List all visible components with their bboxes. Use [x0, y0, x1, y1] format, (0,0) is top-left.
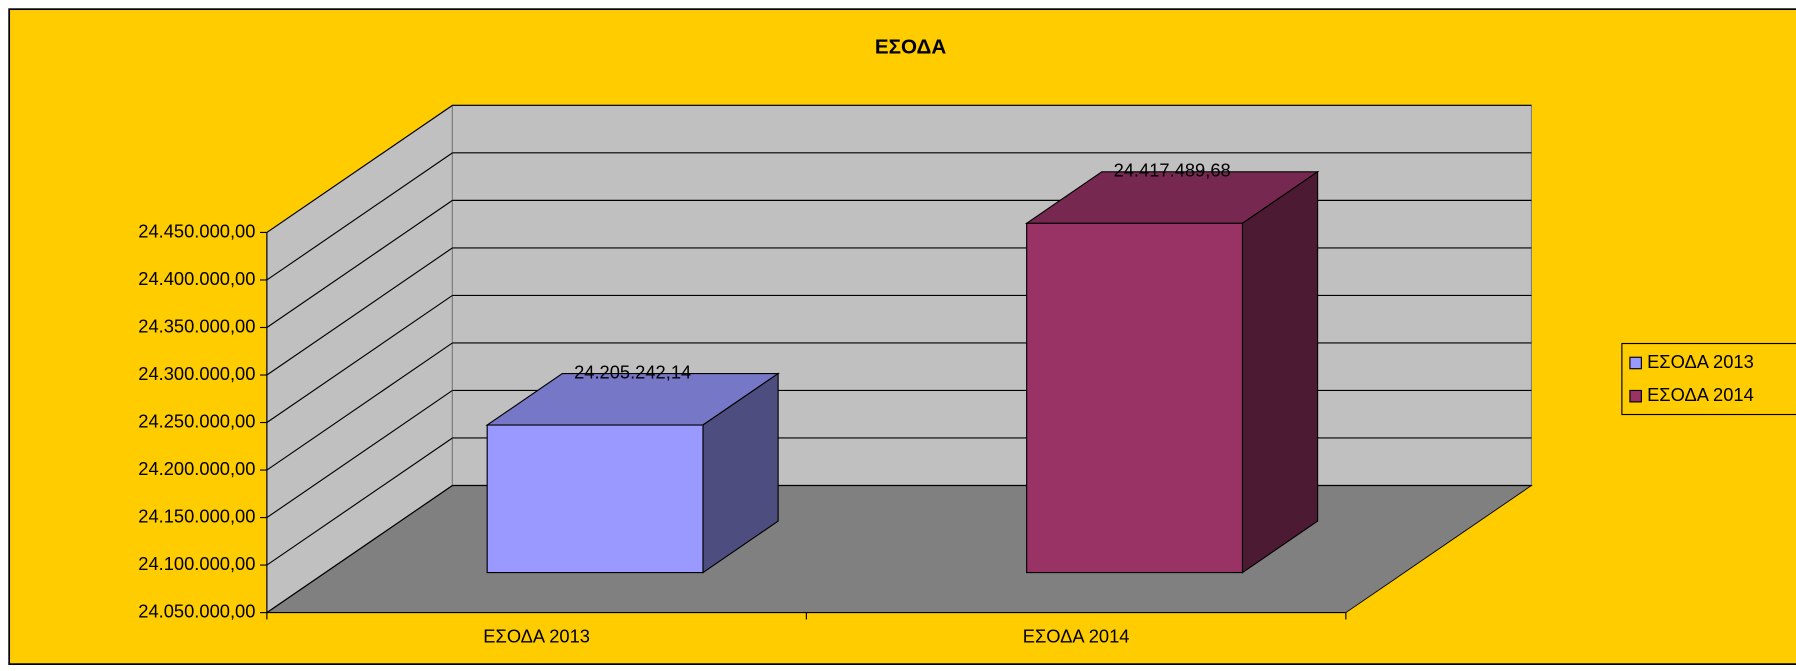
grid-line — [266, 389, 453, 519]
grid-line — [266, 294, 453, 423]
legend-label: ΕΣΟΔΑ 2013 — [1647, 351, 1754, 372]
y-tick-label: 24.050.000,00 — [138, 600, 255, 621]
grid-line — [266, 485, 453, 614]
legend-swatch — [1629, 356, 1642, 370]
legend-swatch — [1629, 389, 1642, 403]
chart-title: ΕΣΟΔΑ — [875, 36, 946, 59]
y-tick-label: 24.150.000,00 — [138, 505, 255, 526]
bar-side — [1241, 170, 1319, 574]
y-tick-label: 24.300.000,00 — [138, 363, 255, 384]
y-tick-label: 24.400.000,00 — [138, 268, 255, 289]
y-tick-label: 24.200.000,00 — [138, 458, 255, 479]
data-label: 24.205.242,14 — [574, 361, 691, 382]
legend-label: ΕΣΟΔΑ 2014 — [1647, 384, 1754, 405]
bar — [486, 424, 704, 574]
grid-line — [266, 104, 453, 233]
grid-line — [266, 437, 453, 566]
bar — [1026, 222, 1244, 574]
grid-line — [266, 199, 453, 328]
x-tick-label: ΕΣΟΔΑ 2014 — [1023, 626, 1130, 647]
data-label: 24.417.489,68 — [1114, 160, 1231, 181]
y-tick-label: 24.100.000,00 — [138, 553, 255, 574]
floor — [265, 485, 1533, 614]
legend — [1621, 342, 1796, 416]
grid-line — [266, 152, 453, 281]
grid-line — [266, 342, 453, 471]
y-tick-label: 24.450.000,00 — [138, 220, 255, 241]
x-tick-label: ΕΣΟΔΑ 2013 — [483, 626, 590, 647]
y-tick-label: 24.250.000,00 — [138, 410, 255, 431]
y-tick-label: 24.350.000,00 — [138, 315, 255, 336]
grid-line — [266, 247, 453, 376]
